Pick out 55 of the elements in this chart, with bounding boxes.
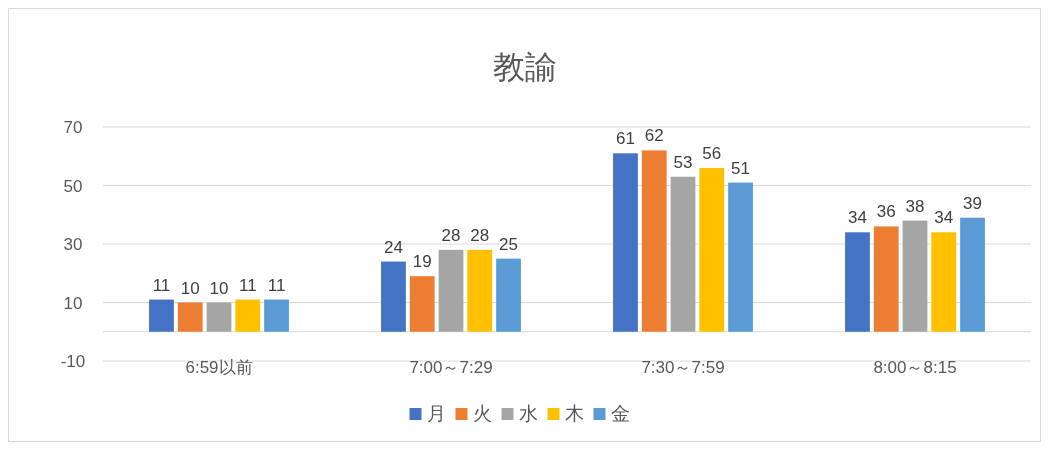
bar [728, 182, 753, 332]
legend-label: 月 [426, 403, 446, 424]
bar [670, 176, 696, 332]
y-tick-label: 10 [63, 293, 83, 313]
legend-label: 水 [518, 403, 538, 424]
bar [641, 150, 667, 332]
data-label: 53 [673, 152, 693, 172]
data-label: 34 [848, 208, 867, 228]
data-label: 25 [499, 234, 518, 254]
x-tick-label: 8:00～8:15 [873, 358, 957, 377]
bar [438, 249, 464, 332]
legend-label: 火 [472, 403, 492, 424]
bar [931, 232, 957, 332]
data-label: 28 [470, 225, 490, 245]
data-label: 11 [152, 275, 171, 295]
bar [235, 299, 261, 332]
bar [264, 299, 289, 332]
y-tick-label: 70 [63, 118, 83, 137]
data-label: 34 [934, 208, 954, 228]
x-tick-label: 7:30～7:59 [641, 358, 725, 377]
x-tick-label: 6:59以前 [185, 358, 253, 377]
data-label: 39 [963, 193, 982, 213]
bar [149, 299, 174, 332]
bar [409, 276, 435, 332]
data-label: 38 [905, 196, 925, 216]
legend-label: 金 [610, 403, 630, 424]
y-tick-label: 30 [63, 235, 83, 254]
data-label: 10 [180, 278, 200, 298]
bar [902, 220, 928, 332]
bar [845, 232, 870, 332]
bar [381, 261, 406, 332]
data-label: 10 [209, 278, 229, 298]
data-label: 51 [731, 158, 750, 178]
bar [206, 302, 232, 332]
legend-label: 木 [564, 403, 584, 424]
data-label: 11 [267, 275, 286, 295]
data-label: 11 [238, 275, 257, 295]
y-tick-label: 50 [63, 176, 83, 196]
bar [177, 302, 203, 332]
bar [467, 249, 493, 332]
data-label: 36 [876, 202, 896, 222]
data-label: 24 [384, 237, 403, 257]
bar [960, 217, 985, 332]
y-tick-label: -10 [60, 352, 86, 371]
bar [496, 258, 521, 332]
bar [699, 167, 725, 332]
data-label: 28 [441, 225, 461, 245]
data-label: 61 [616, 129, 635, 149]
chart-title: 教諭 [492, 49, 557, 85]
data-label: 19 [412, 252, 432, 272]
data-label: 62 [644, 126, 664, 146]
bar [613, 153, 638, 332]
x-tick-label: 7:00～7:29 [409, 358, 493, 377]
data-label: 56 [702, 143, 722, 163]
bar [873, 226, 899, 332]
